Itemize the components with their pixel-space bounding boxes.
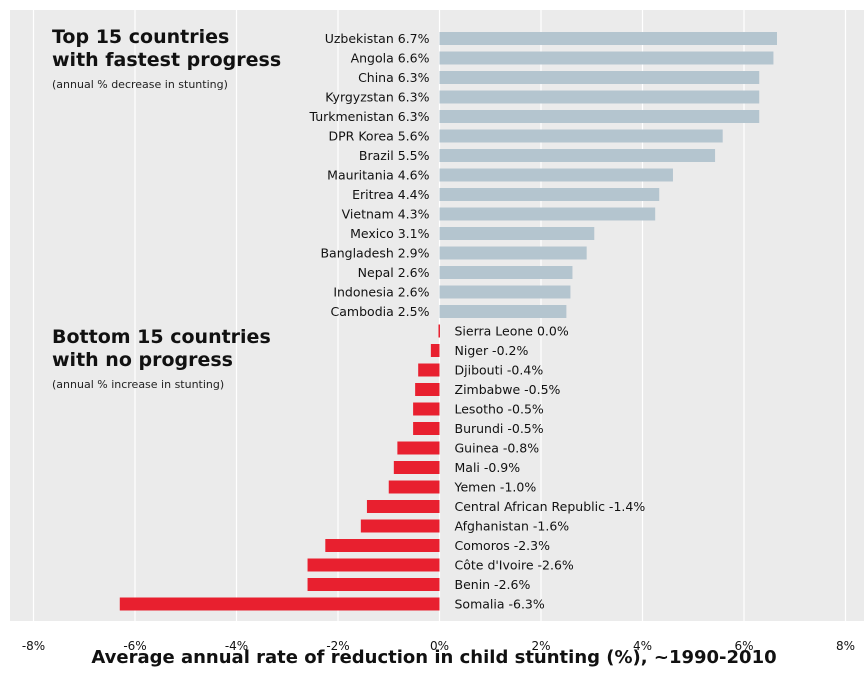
bar xyxy=(325,539,440,552)
bar xyxy=(439,285,571,299)
top-group-subtitle: (annual % decrease in stunting) xyxy=(52,78,228,91)
bar-label: Guinea -0.8% xyxy=(455,441,540,456)
bar-label: Indonesia 2.6% xyxy=(333,285,429,300)
bar xyxy=(439,149,716,162)
bottom-group-title-line-1: Bottom 15 countries xyxy=(52,326,271,348)
x-axis-label: Average annual rate of reduction in chil… xyxy=(91,647,777,668)
bar xyxy=(439,207,656,221)
bar-label: DPR Korea 5.6% xyxy=(329,129,430,144)
bar xyxy=(439,266,573,279)
bar-label: Eritrea 4.4% xyxy=(352,187,429,202)
bottom-group-annotation: Bottom 15 countries with no progress (an… xyxy=(52,326,271,391)
x-tick-labels: -8% -6% -4% -2% 0% 2% 4% 6% 8% xyxy=(22,639,855,653)
bar-label: Nepal 2.6% xyxy=(358,265,430,280)
top-group-title-line-2: with fastest progress xyxy=(52,49,282,71)
bar-label: Niger -0.2% xyxy=(455,343,529,358)
bar-label: Kyrgyzstan 6.3% xyxy=(325,90,429,105)
x-tick-label: -2% xyxy=(326,639,349,653)
bar xyxy=(439,110,760,123)
bar-label: Central African Republic -1.4% xyxy=(455,499,646,514)
bar-label: Vietnam 4.3% xyxy=(342,207,430,222)
x-tick-label: 0% xyxy=(430,639,449,653)
bar-label: Comoros -2.3% xyxy=(455,538,551,553)
bar-label: Lesotho -0.5% xyxy=(455,402,544,417)
bar xyxy=(439,90,760,104)
bar xyxy=(397,441,440,455)
bar xyxy=(119,597,440,611)
bar xyxy=(439,32,777,45)
bar xyxy=(366,500,440,513)
bar-label: Zimbabwe -0.5% xyxy=(455,382,561,397)
bar xyxy=(413,422,440,435)
x-tick-label: -4% xyxy=(225,639,248,653)
bar xyxy=(439,129,723,143)
bar xyxy=(438,324,440,338)
bar-label: Benin -2.6% xyxy=(455,577,531,592)
bar xyxy=(307,558,440,572)
x-tick-label: 4% xyxy=(633,639,652,653)
bar xyxy=(418,363,440,377)
bar-label: Yemen -1.0% xyxy=(454,480,537,495)
bar xyxy=(439,51,774,65)
bar-label: Somalia -6.3% xyxy=(455,597,545,612)
bar xyxy=(439,188,660,201)
bar-labels: Uzbekistan 6.7% Angola 6.6% China 6.3% Kyrg… xyxy=(308,31,645,612)
x-tick-label: -6% xyxy=(123,639,146,653)
bar-label: China 6.3% xyxy=(358,70,430,85)
x-tick-label: -8% xyxy=(22,639,45,653)
bar-label: Cambodia 2.5% xyxy=(331,304,430,319)
bar-label: Côte d'Ivoire -2.6% xyxy=(455,558,574,573)
x-tick-label: 8% xyxy=(836,639,855,653)
bar xyxy=(439,305,567,318)
bar-label: Mauritania 4.6% xyxy=(327,168,429,183)
bar xyxy=(393,461,440,474)
bar-label: Bangladesh 2.9% xyxy=(320,246,429,261)
bar xyxy=(439,227,595,240)
bar-label: Angola 6.6% xyxy=(351,51,430,66)
x-tick-label: 6% xyxy=(734,639,753,653)
bottom-group-subtitle: (annual % increase in stunting) xyxy=(52,378,225,391)
bar xyxy=(388,480,440,494)
bar-label: Brazil 5.5% xyxy=(359,148,430,163)
bar xyxy=(439,168,673,182)
bar xyxy=(415,383,440,396)
top-group-annotation: Top 15 countries with fastest progress (… xyxy=(52,26,281,91)
bar-label: Mali -0.9% xyxy=(455,460,521,475)
bar-label: Djibouti -0.4% xyxy=(455,363,544,378)
bar xyxy=(430,344,440,357)
bar-label: Turkmenistan 6.3% xyxy=(308,109,429,124)
bar-label: Mexico 3.1% xyxy=(350,226,429,241)
bar-label: Afghanistan -1.6% xyxy=(455,519,570,534)
bar xyxy=(360,519,440,533)
bar xyxy=(413,402,440,416)
bar xyxy=(439,246,587,260)
bar xyxy=(307,578,440,591)
bar-label: Burundi -0.5% xyxy=(455,421,544,436)
top-group-title-line-1: Top 15 countries xyxy=(52,26,230,48)
bars xyxy=(119,32,777,611)
bar-label: Sierra Leone 0.0% xyxy=(455,324,569,339)
bottom-group-title-line-2: with no progress xyxy=(52,349,233,371)
bar xyxy=(439,71,760,84)
bar-label: Uzbekistan 6.7% xyxy=(325,31,430,46)
x-tick-label: 2% xyxy=(531,639,550,653)
